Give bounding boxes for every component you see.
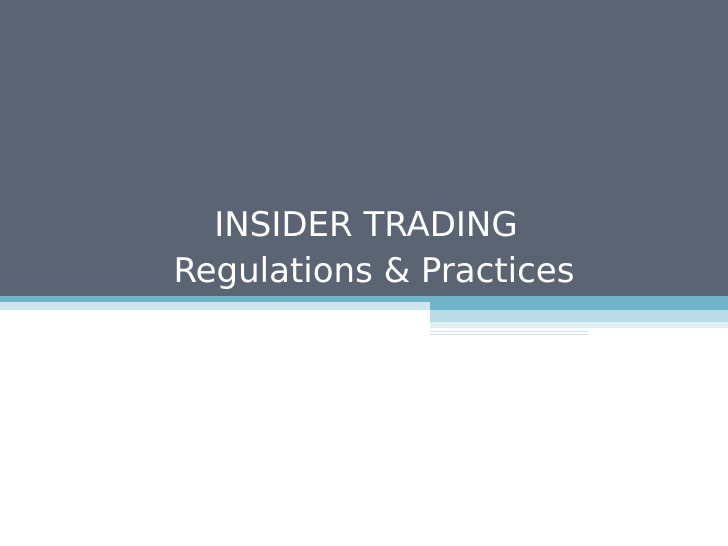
accent-band-left — [0, 296, 430, 302]
accent-band-right-mid — [430, 310, 728, 322]
accent-band-right — [430, 296, 728, 310]
title-background-panel — [0, 0, 728, 296]
slide-title-line-1: INSIDER TRADING — [214, 205, 518, 245]
decorative-rule — [430, 334, 588, 335]
accent-band-right-pale — [430, 322, 728, 328]
accent-band-left-light — [0, 302, 430, 310]
slide-title-line-2: Regulations & Practices — [173, 251, 575, 291]
decorative-rule — [430, 331, 588, 332]
slide-title: INSIDER TRADING Regulations & Practices — [0, 202, 728, 294]
